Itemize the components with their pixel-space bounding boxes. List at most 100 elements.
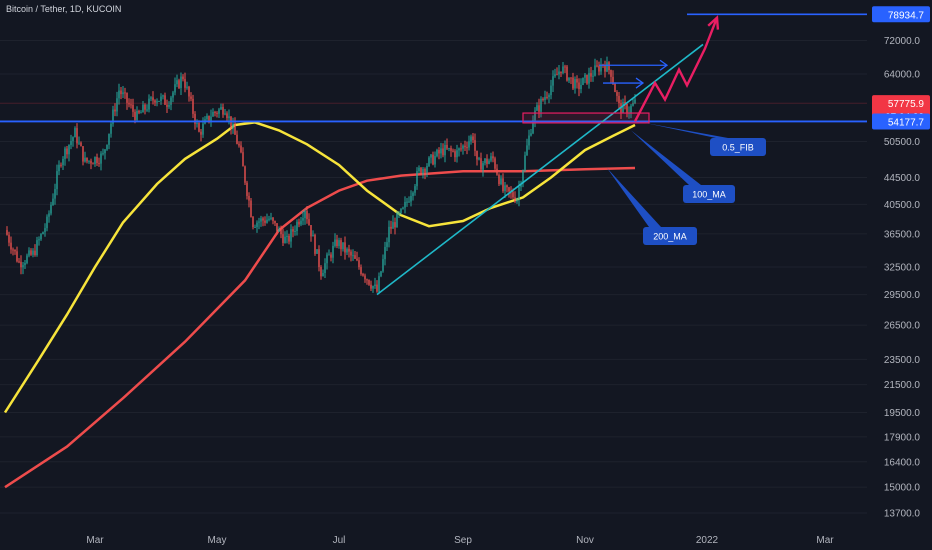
candle-body xyxy=(392,222,394,229)
candle-body xyxy=(540,98,542,112)
candle-body xyxy=(18,261,20,263)
candle-body xyxy=(450,148,452,151)
candle-body xyxy=(444,145,446,156)
candle-body xyxy=(488,160,490,164)
candle-body xyxy=(48,213,50,217)
candle-body xyxy=(90,160,92,164)
candle-body xyxy=(160,96,162,101)
candle-body xyxy=(170,97,172,105)
candle-body xyxy=(238,143,240,146)
time-tick-label: May xyxy=(208,535,227,546)
candle-body xyxy=(556,74,558,76)
candle-body xyxy=(290,229,292,242)
candle-body xyxy=(414,186,416,193)
candle-body xyxy=(544,96,546,101)
candle-body xyxy=(496,168,498,175)
ma200-line xyxy=(4,166,636,489)
candle-body xyxy=(72,137,74,142)
time-tick-label: Sep xyxy=(454,535,472,546)
candle-body xyxy=(108,133,110,145)
candle-body xyxy=(500,178,502,185)
candle-body xyxy=(600,64,602,72)
candle-body xyxy=(282,234,284,243)
annotation-callouts[interactable]: 0.5_FIB 100_MA 200_MA xyxy=(607,122,766,245)
candle-body xyxy=(342,242,344,250)
candle-body xyxy=(166,104,168,107)
candle-body xyxy=(608,62,610,71)
candle-body xyxy=(546,96,548,98)
time-tick-label: Nov xyxy=(576,535,594,546)
candle-body xyxy=(262,218,264,221)
candle-body xyxy=(610,70,612,77)
candle-body xyxy=(612,76,614,84)
candle-body xyxy=(334,239,336,246)
candle-body xyxy=(594,65,596,76)
candle-body xyxy=(518,187,520,200)
candle-body xyxy=(10,242,12,250)
candle-body xyxy=(206,115,208,120)
candle-body xyxy=(316,249,318,254)
candle-body xyxy=(568,77,570,81)
candle-body xyxy=(358,260,360,268)
candle-body xyxy=(96,157,98,163)
candle-body xyxy=(220,107,222,110)
candle-body xyxy=(434,156,436,165)
candle-body xyxy=(26,255,28,264)
candle-body xyxy=(274,220,276,224)
candle-body xyxy=(312,234,314,237)
candle-body xyxy=(524,155,526,171)
candle-body xyxy=(508,187,510,192)
candle-body xyxy=(452,150,454,152)
candle-body xyxy=(214,112,216,114)
candle-body xyxy=(82,146,84,162)
candle-body xyxy=(558,71,560,75)
time-tick-label: Jul xyxy=(333,535,346,546)
candle-body xyxy=(606,62,608,72)
candle-body xyxy=(306,211,308,220)
candle-body xyxy=(284,236,286,243)
ma100-callout-box xyxy=(683,185,735,203)
candle-body xyxy=(30,250,32,255)
candle-body xyxy=(562,66,564,73)
candle-body xyxy=(418,167,420,172)
candle-body xyxy=(528,135,530,146)
candle-body xyxy=(466,147,468,149)
ma100-callout-label: 100_MA xyxy=(692,190,726,200)
time-axis[interactable]: Mar May Jul Sep Nov 2022 Mar xyxy=(86,535,834,546)
candle-body xyxy=(506,185,508,188)
candle-body xyxy=(454,151,456,158)
fib-callout-box xyxy=(710,138,766,156)
candle-body xyxy=(56,171,58,190)
candle-body xyxy=(350,251,352,256)
candle-body xyxy=(172,92,174,98)
fib-zone-box xyxy=(522,112,650,124)
candle-body xyxy=(388,226,390,243)
candle-body xyxy=(120,90,122,95)
candle-body xyxy=(264,220,266,223)
price-axis[interactable]: 72000.0 64000.0 50500.0 44500.0 40500.0 36500… xyxy=(884,36,921,520)
symbol-title[interactable]: Bitcoin / Tether, 1D, KUCOIN xyxy=(6,4,122,14)
candle-body xyxy=(296,221,298,231)
candle-body xyxy=(344,242,346,253)
candle-body xyxy=(272,217,274,221)
candle-body xyxy=(406,201,408,203)
candle-body xyxy=(42,232,44,235)
candle-body xyxy=(286,235,288,237)
candle-body xyxy=(8,234,10,243)
candle-body xyxy=(632,103,634,106)
candle-body xyxy=(248,195,250,201)
ma200-callout-label: 200_MA xyxy=(653,232,687,242)
candle-body xyxy=(604,64,606,72)
candle-body xyxy=(368,279,370,285)
candle-body xyxy=(394,222,396,228)
candle-body xyxy=(68,144,70,155)
price-tick-label: 40500.0 xyxy=(884,200,921,211)
candle-body xyxy=(348,248,350,252)
candle-body xyxy=(484,158,486,164)
time-tick-label: Mar xyxy=(86,535,104,546)
candle-body xyxy=(198,122,200,132)
candle-body xyxy=(346,248,348,253)
candle-body xyxy=(66,148,68,155)
